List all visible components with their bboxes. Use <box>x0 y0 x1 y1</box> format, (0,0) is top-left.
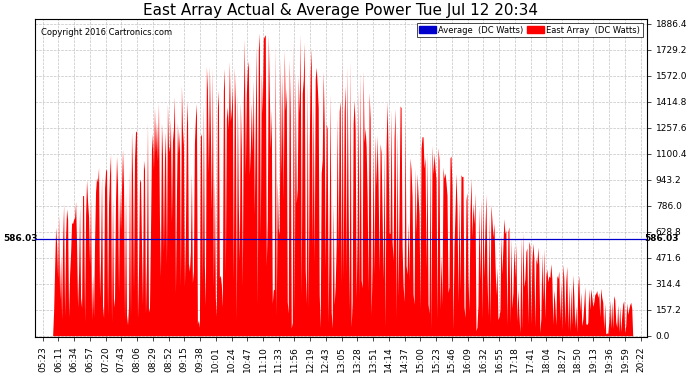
Text: 586.03: 586.03 <box>3 234 38 243</box>
Text: 586.03: 586.03 <box>644 234 679 243</box>
Legend: Average  (DC Watts), East Array  (DC Watts): Average (DC Watts), East Array (DC Watts… <box>417 23 642 37</box>
Title: East Array Actual & Average Power Tue Jul 12 20:34: East Array Actual & Average Power Tue Ju… <box>144 3 538 18</box>
Text: Copyright 2016 Cartronics.com: Copyright 2016 Cartronics.com <box>41 28 172 38</box>
